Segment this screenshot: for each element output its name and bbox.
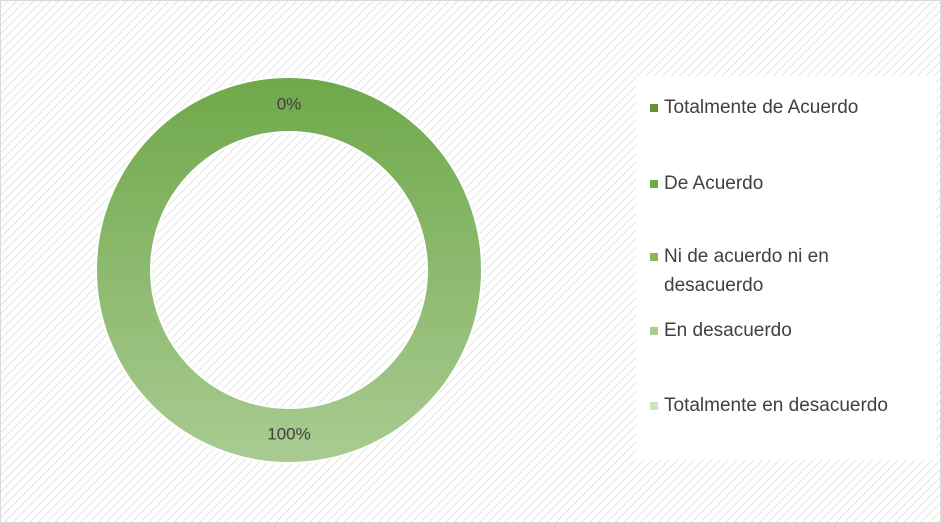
data-label: 100% [267, 424, 310, 443]
legend-label: De Acuerdo [664, 173, 764, 194]
legend-label: Ni de acuerdo ni en desacuerdo [664, 246, 829, 296]
legend: Totalmente de Acuerdo De Acuerdo Ni de acu… [636, 76, 936, 460]
legend-swatch [650, 402, 658, 410]
legend-swatch [650, 180, 658, 188]
legend-item: Totalmente de Acuerdo [650, 93, 930, 122]
legend-label: En desacuerdo [664, 320, 792, 341]
legend-swatch [650, 104, 658, 112]
legend-item: En desacuerdo [650, 316, 930, 345]
legend-label: Totalmente en desacuerdo [664, 395, 888, 416]
legend-item: Totalmente en desacuerdo [650, 391, 930, 420]
legend-label: Totalmente de Acuerdo [664, 97, 859, 118]
legend-item: Ni de acuerdo ni en desacuerdo [650, 242, 930, 300]
slice [95, 75, 483, 465]
legend-swatch [650, 253, 658, 261]
legend-item: De Acuerdo [650, 169, 930, 198]
legend-swatch [650, 327, 658, 335]
data-label: 0% [277, 94, 302, 113]
